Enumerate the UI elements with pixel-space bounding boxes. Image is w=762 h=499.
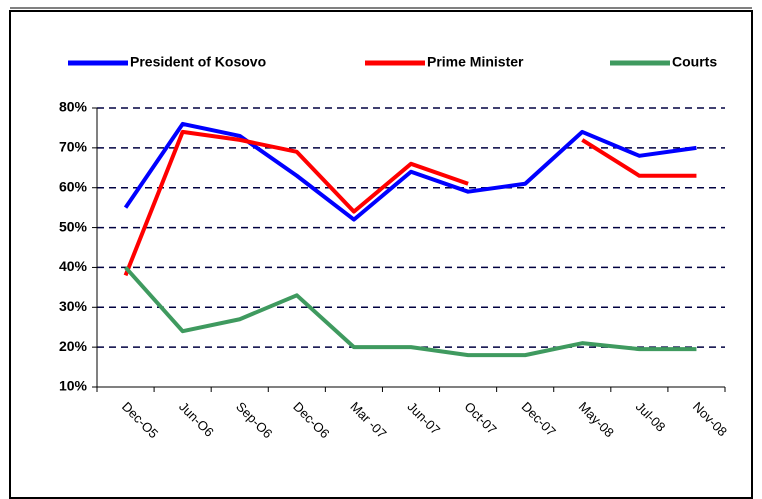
legend-label: Courts — [672, 54, 717, 70]
x-tick-label: May-08 — [576, 399, 617, 440]
y-tick-label: 70% — [59, 139, 88, 155]
x-tick-label: Mar -07 — [347, 399, 389, 441]
x-tick-label: Jun-O6 — [176, 399, 217, 440]
x-tick-label: Dec-07 — [519, 399, 559, 439]
x-tick-label: Jul-08 — [633, 399, 669, 435]
x-tick-label: Dec-O5 — [119, 399, 161, 441]
y-tick-label: 80% — [59, 99, 88, 115]
y-tick-label: 10% — [59, 378, 88, 394]
series-line — [123, 129, 697, 277]
frame — [9, 10, 753, 499]
x-tick-label: Nov-08 — [690, 399, 730, 439]
x-tick-label: Dec-O6 — [290, 399, 332, 441]
series-line — [123, 121, 697, 222]
x-tick-label: Oct-07 — [462, 399, 500, 437]
x-tick-label: Jun-07 — [404, 399, 443, 438]
x-tick-label: Sep-O6 — [233, 399, 275, 441]
y-tick-label: 30% — [59, 298, 88, 314]
series-line — [124, 266, 697, 358]
legend-label: President of Kosovo — [130, 54, 266, 70]
legend-label: Prime Minister — [427, 54, 524, 70]
y-tick-label: 50% — [59, 218, 88, 234]
y-tick-label: 60% — [59, 178, 88, 194]
y-tick-label: 20% — [59, 338, 88, 354]
y-tick-label: 40% — [59, 258, 88, 274]
